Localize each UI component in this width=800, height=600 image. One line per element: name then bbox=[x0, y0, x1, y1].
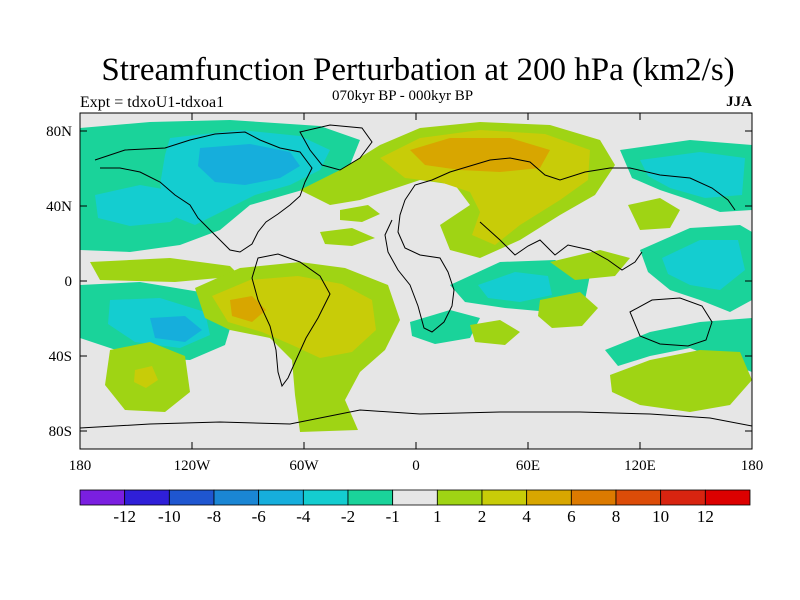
lat-tick-label: 40S bbox=[49, 349, 72, 365]
east-asia-inner-low bbox=[640, 152, 745, 198]
lon-tick-label: 60E bbox=[516, 458, 540, 474]
pacific-west-south-high bbox=[538, 292, 598, 328]
atlantic-high bbox=[340, 205, 380, 222]
colorbar-label: -8 bbox=[207, 507, 221, 526]
colorbar-swatch bbox=[124, 489, 170, 506]
colorbar-swatch bbox=[392, 489, 438, 506]
negative-regions bbox=[80, 120, 752, 372]
map-area bbox=[80, 113, 752, 449]
lon-tick-label: 60W bbox=[289, 458, 319, 474]
colorbar-swatch bbox=[213, 489, 260, 506]
positive-regions bbox=[90, 122, 752, 432]
south-indian-high bbox=[610, 350, 752, 412]
latitude-ticks: 80N 40N 0 40S 80S bbox=[46, 124, 752, 440]
east-asia-high bbox=[628, 198, 680, 230]
colorbar-swatch bbox=[615, 489, 662, 506]
colorbar-labels: -12 -10 -8 -6 -4 -2 -1 1 2 4 6 8 10 12 bbox=[113, 507, 714, 526]
colorbar-label: 8 bbox=[612, 507, 621, 526]
colorbar-swatch bbox=[660, 489, 706, 506]
south-america-mid-high bbox=[212, 276, 376, 358]
colorbar-label: 10 bbox=[652, 507, 669, 526]
south-asia-coast bbox=[479, 221, 643, 271]
colorbar-label: -10 bbox=[158, 507, 181, 526]
south-pacific-core-low bbox=[150, 316, 202, 342]
season-label: JJA bbox=[726, 94, 752, 110]
longitude-ticks: 180 120W 60W 0 60E 120E 180 bbox=[69, 113, 764, 474]
lon-tick-label: 120W bbox=[174, 458, 212, 474]
colorbar-label: -2 bbox=[341, 507, 355, 526]
colorbar-label: -4 bbox=[296, 507, 311, 526]
colorbar-label: -12 bbox=[113, 507, 136, 526]
lon-tick-label: 0 bbox=[412, 458, 420, 474]
antarctica-coast bbox=[80, 409, 752, 429]
colorbar-swatch bbox=[481, 489, 528, 506]
colorbar bbox=[79, 489, 751, 506]
north-america-coast bbox=[94, 131, 313, 253]
lon-tick-label: 180 bbox=[741, 458, 764, 474]
south-pacific-mid-high bbox=[134, 366, 158, 388]
north-pacific-low bbox=[95, 185, 190, 226]
period-label: 070kyr BP - 000kyr BP bbox=[332, 88, 474, 104]
greenland-coast bbox=[299, 124, 373, 171]
tropical-pacific-high bbox=[90, 258, 240, 282]
colorbar-label: 12 bbox=[697, 507, 714, 526]
colorbar-label: 6 bbox=[567, 507, 576, 526]
colorbar-label: 4 bbox=[522, 507, 531, 526]
map-title: Streamfunction Perturbation at 200 hPa (… bbox=[101, 52, 735, 88]
south-atlantic-low bbox=[410, 310, 480, 344]
indian-ocean-inner-low bbox=[478, 272, 552, 302]
colorbar-swatch bbox=[347, 489, 394, 506]
south-america-coast bbox=[251, 253, 331, 388]
tropical-indian-high bbox=[550, 250, 630, 280]
tropical-atlantic-high bbox=[320, 228, 375, 246]
colorbar-label: -1 bbox=[386, 507, 400, 526]
colorbar-swatch bbox=[258, 489, 304, 506]
colorbar-swatch bbox=[704, 489, 751, 506]
colorbar-swatch bbox=[302, 489, 349, 506]
colorbar-swatch bbox=[79, 489, 126, 506]
colorbar-swatch bbox=[526, 489, 572, 506]
colorbar-swatch bbox=[168, 489, 215, 506]
europe-africa-coast bbox=[384, 157, 736, 333]
australia-coast bbox=[629, 297, 713, 347]
lon-tick-label: 180 bbox=[69, 458, 92, 474]
coastlines bbox=[80, 124, 752, 429]
lon-tick-label: 120E bbox=[624, 458, 656, 474]
south-america-core-high bbox=[230, 296, 266, 322]
colorbar-label: 2 bbox=[478, 507, 487, 526]
colorbar-swatch bbox=[436, 489, 483, 506]
lat-tick-label: 0 bbox=[65, 274, 73, 290]
eurasia-core-high bbox=[410, 138, 550, 172]
colorbar-label: -6 bbox=[252, 507, 266, 526]
lat-tick-label: 80S bbox=[49, 424, 72, 440]
indian-ocean-south-high bbox=[470, 320, 520, 345]
colorbar-swatch bbox=[570, 489, 617, 506]
experiment-label: Expt = tdxoU1-tdxoa1 bbox=[80, 94, 225, 111]
west-pacific-inner-low bbox=[662, 240, 745, 290]
north-america-inner-low bbox=[198, 144, 300, 185]
lat-tick-label: 40N bbox=[46, 199, 72, 215]
colorbar-label: 1 bbox=[433, 507, 442, 526]
lat-tick-label: 80N bbox=[46, 124, 72, 140]
